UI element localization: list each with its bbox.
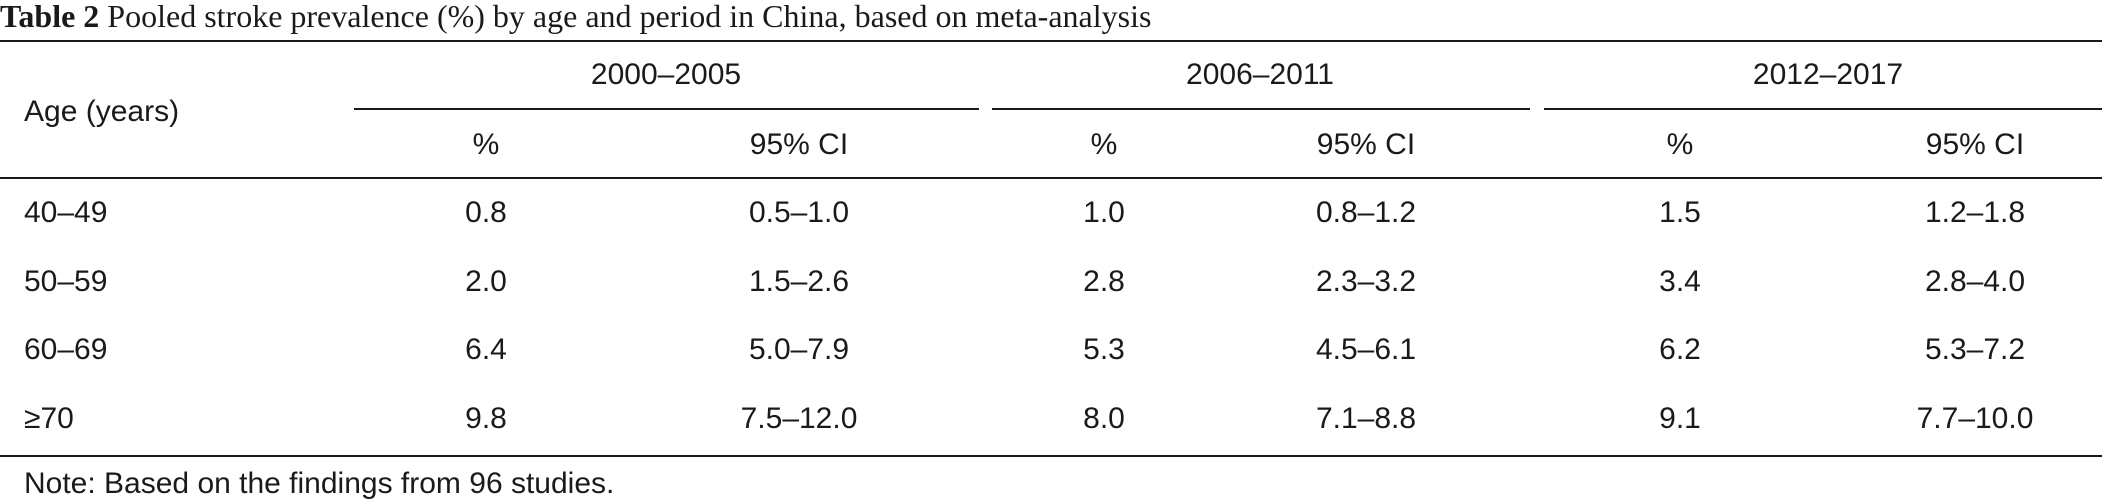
table-cell: 2.8 xyxy=(1083,265,1125,298)
table-cell: 6.4 xyxy=(465,333,507,366)
table-cell: 4.5–6.1 xyxy=(1315,333,1417,366)
table-cell: 9.8 xyxy=(465,402,507,435)
subheader-percent-3: % xyxy=(1666,128,1694,161)
table-cell: 1.5 xyxy=(1659,196,1701,229)
table-cell: 5.3–7.2 xyxy=(1924,333,2026,366)
table-caption-label: Table 2 xyxy=(0,0,100,34)
table-row-age: 60–69 xyxy=(24,333,108,366)
group-header-2012-2017: 2012–2017 xyxy=(1752,58,1904,91)
table-row-age: 50–59 xyxy=(24,265,108,298)
group-rule-2000-2005 xyxy=(354,108,979,110)
table-header-rule xyxy=(0,177,2102,179)
group-header-2006-2011: 2006–2011 xyxy=(1186,58,1334,91)
table-cell: 7.7–10.0 xyxy=(1916,402,2034,435)
table-row-age: 40–49 xyxy=(24,196,108,229)
subheader-ci-2: 95% CI xyxy=(1316,128,1416,161)
group-rule-2006-2011 xyxy=(992,108,1530,110)
table-footnote: Note: Based on the findings from 96 stud… xyxy=(24,467,615,500)
table-top-rule xyxy=(0,40,2102,42)
group-rule-2012-2017 xyxy=(1544,108,2102,110)
table-caption-text: Pooled stroke prevalence (%) by age and … xyxy=(99,0,1152,34)
table-cell: 0.8–1.2 xyxy=(1315,196,1417,229)
table-cell: 8.0 xyxy=(1083,402,1125,435)
subheader-ci-3: 95% CI xyxy=(1925,128,2025,161)
table-cell: 2.8–4.0 xyxy=(1924,265,2026,298)
table-cell: 1.5–2.6 xyxy=(748,265,850,298)
subheader-percent-1: % xyxy=(472,128,500,161)
table-cell: 5.3 xyxy=(1083,333,1125,366)
table-cell: 3.4 xyxy=(1659,265,1701,298)
table-cell: 6.2 xyxy=(1659,333,1701,366)
row-header-age: Age (years) xyxy=(24,95,180,128)
table-cell: 7.1–8.8 xyxy=(1315,402,1417,435)
table-cell: 7.5–12.0 xyxy=(740,402,858,435)
table-cell: 0.5–1.0 xyxy=(748,196,850,229)
table-cell: 9.1 xyxy=(1659,402,1701,435)
table-row-age: ≥70 xyxy=(24,402,74,435)
subheader-ci-1: 95% CI xyxy=(749,128,849,161)
table-cell: 0.8 xyxy=(465,196,507,229)
table-bottom-rule xyxy=(0,455,2102,457)
table-cell: 1.0 xyxy=(1083,196,1125,229)
table-cell: 2.0 xyxy=(465,265,507,298)
table-cell: 5.0–7.9 xyxy=(748,333,850,366)
table-caption: Table 2 Pooled stroke prevalence (%) by … xyxy=(0,0,1151,34)
group-header-2000-2005: 2000–2005 xyxy=(590,58,742,91)
table-cell: 2.3–3.2 xyxy=(1315,265,1417,298)
subheader-percent-2: % xyxy=(1090,128,1118,161)
table-cell: 1.2–1.8 xyxy=(1924,196,2026,229)
